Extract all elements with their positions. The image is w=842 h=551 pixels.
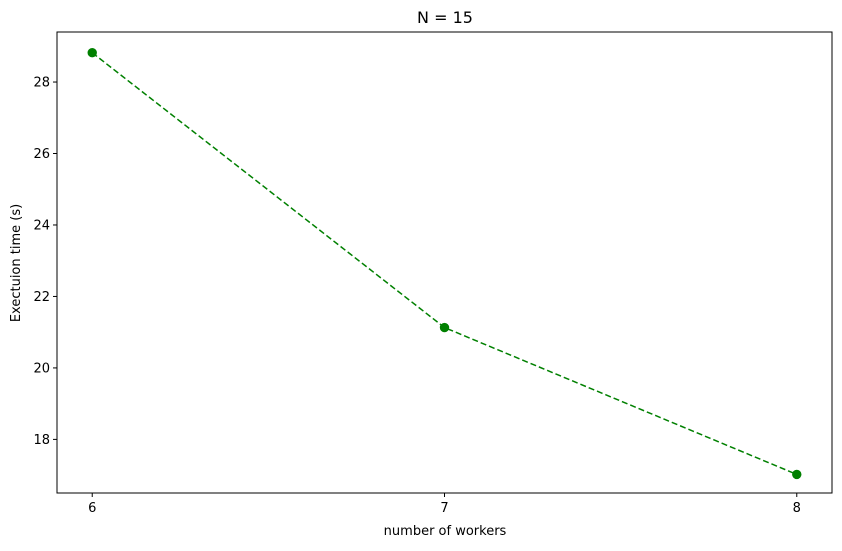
data-point-6 <box>87 48 97 58</box>
y-tick-label-24: 24 <box>33 218 50 233</box>
y-axis-label: Exectuion time (s) <box>9 204 24 322</box>
x-axis-ticks: 6 7 8 <box>88 493 801 516</box>
y-tick-label-20: 20 <box>33 361 50 376</box>
y-tick-label-26: 26 <box>33 147 50 162</box>
chart-title: N = 15 <box>417 8 473 27</box>
x-tick-label-8: 8 <box>793 501 801 516</box>
x-tick-label-6: 6 <box>88 501 96 516</box>
x-tick-label-7: 7 <box>440 501 448 516</box>
plot-area <box>56 31 833 494</box>
x-axis-label: number of workers <box>384 524 507 539</box>
y-tick-label-22: 22 <box>33 290 50 305</box>
y-tick-label-18: 18 <box>33 433 50 448</box>
data-point-8 <box>792 469 802 480</box>
plot-frame <box>56 31 833 494</box>
y-axis-ticks: 18 20 22 24 26 28 <box>33 76 57 448</box>
data-point-7 <box>439 322 450 333</box>
y-tick-label-28: 28 <box>33 76 50 91</box>
